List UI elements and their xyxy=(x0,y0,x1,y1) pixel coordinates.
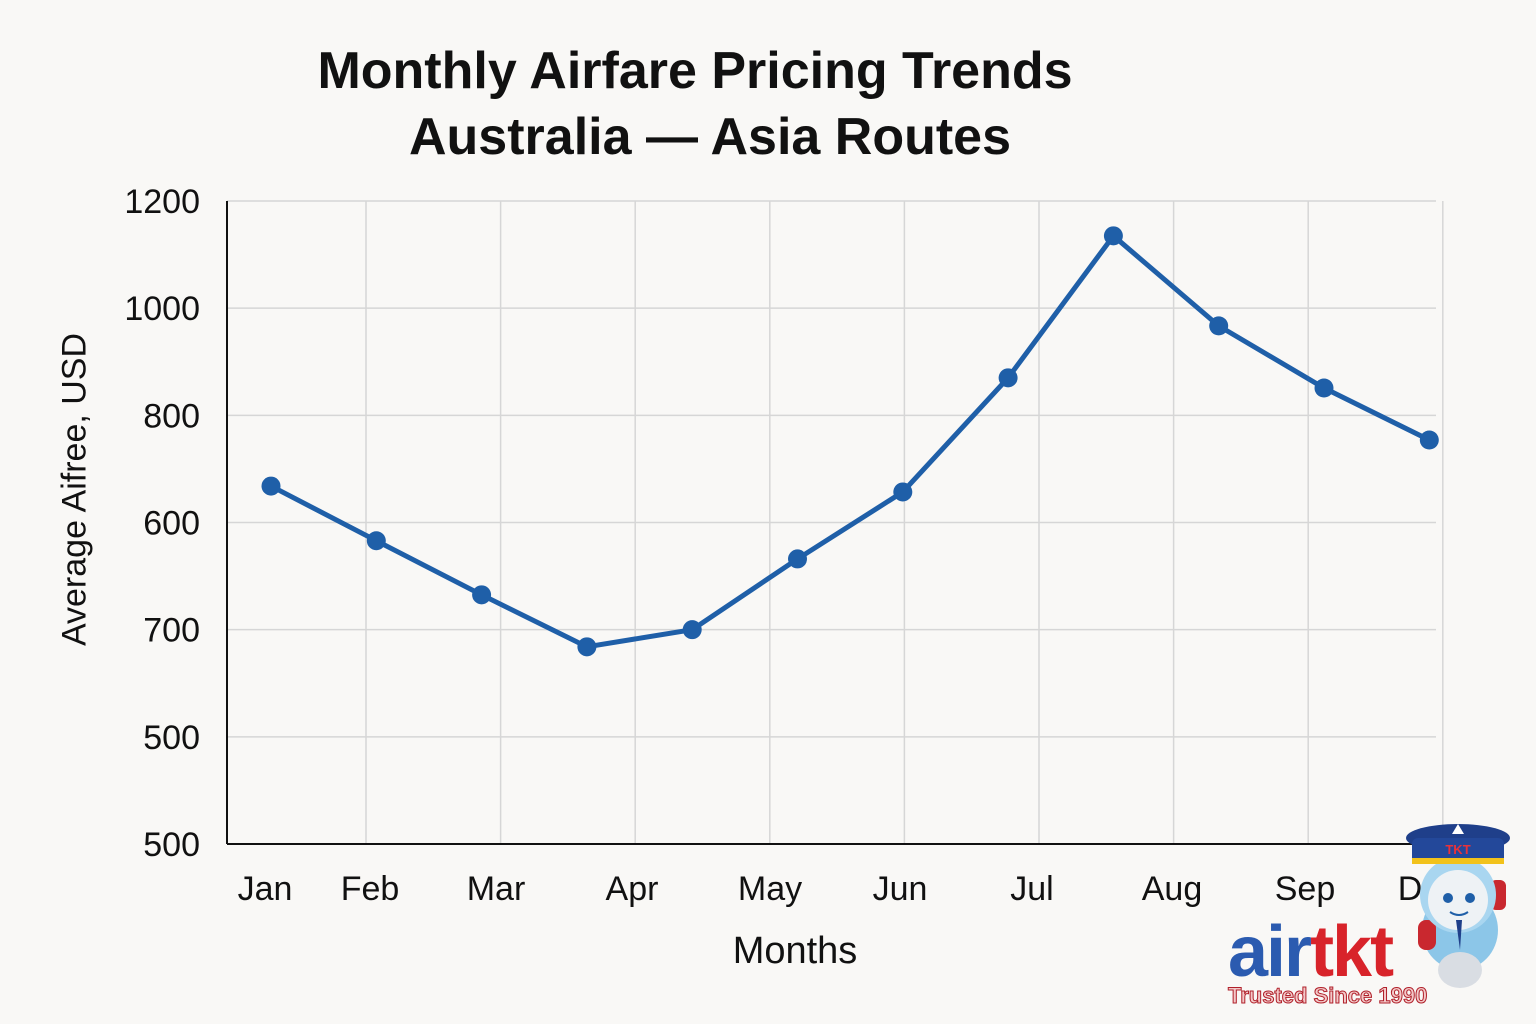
data-point xyxy=(1103,226,1123,246)
x-tick-label: D xyxy=(1398,870,1423,908)
data-point xyxy=(261,476,281,496)
y-tick-label: 1200 xyxy=(124,183,200,221)
y-axis-label: Average Aifree, USD xyxy=(55,332,94,647)
x-tick-label: Jul xyxy=(1010,870,1053,908)
data-point xyxy=(682,620,702,640)
data-point xyxy=(472,585,492,605)
y-tick-label: 600 xyxy=(143,505,200,543)
pilot-mascot-icon: TKT xyxy=(1406,824,1510,988)
logo-tkt: tkt xyxy=(1310,912,1394,992)
chart-title: Monthly Airfare Pricing Trends xyxy=(317,42,1073,100)
x-tick-label: Jan xyxy=(238,870,293,908)
y-tick-label: 500 xyxy=(143,719,200,757)
data-point xyxy=(366,531,386,551)
x-tick-label: Sep xyxy=(1275,870,1336,908)
x-tick-label: Jun xyxy=(873,870,928,908)
x-tick-label: May xyxy=(738,870,802,908)
data-point xyxy=(1314,378,1334,398)
cap-badge: TKT xyxy=(1445,842,1470,857)
x-tick-label: Aug xyxy=(1142,870,1203,908)
data-point xyxy=(893,482,913,502)
y-tick-label: 800 xyxy=(143,397,200,435)
y-tick-label: 1000 xyxy=(124,290,200,328)
y-tick-label: 500 xyxy=(143,826,200,864)
x-tick-label: Apr xyxy=(606,870,659,908)
data-point xyxy=(1419,430,1439,450)
airtkt-logo: airtkt Trusted Since 1990 xyxy=(1227,912,1428,1009)
x-tick-label: Feb xyxy=(341,870,400,908)
data-point xyxy=(998,368,1018,388)
y-tick-label: 700 xyxy=(143,612,200,650)
series-line xyxy=(269,233,1431,650)
logo-air: air xyxy=(1228,912,1312,992)
x-axis-label: Months xyxy=(732,930,858,972)
x-tick-label: Mar xyxy=(467,870,526,908)
chart-subtitle: Australia — Asia Routes xyxy=(408,108,1011,166)
data-point xyxy=(1209,316,1229,336)
data-point xyxy=(577,637,597,657)
data-point xyxy=(788,549,807,569)
logo-tagline: Trusted Since 1990 xyxy=(1227,983,1428,1009)
